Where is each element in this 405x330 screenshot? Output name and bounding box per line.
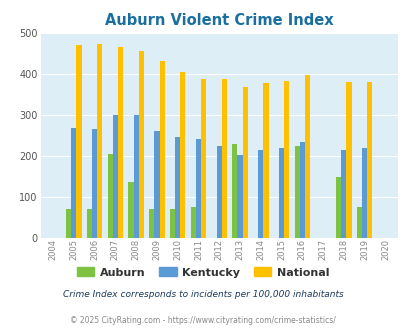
Bar [237, 154, 242, 238]
Bar [169, 209, 175, 238]
Bar [356, 207, 361, 238]
Bar [294, 146, 299, 238]
Bar [258, 149, 263, 238]
Bar [175, 137, 180, 238]
Bar [159, 61, 164, 238]
Bar [113, 115, 118, 238]
Bar [71, 128, 76, 238]
Bar [367, 82, 371, 238]
Bar [341, 149, 345, 238]
Text: © 2025 CityRating.com - https://www.cityrating.com/crime-statistics/: © 2025 CityRating.com - https://www.city… [70, 316, 335, 325]
Bar [221, 79, 226, 238]
Bar [76, 45, 81, 238]
Bar [200, 79, 206, 238]
Bar [149, 209, 154, 238]
Bar [92, 129, 97, 238]
Bar [66, 209, 71, 238]
Bar [87, 209, 92, 238]
Title: Auburn Violent Crime Index: Auburn Violent Crime Index [104, 13, 333, 28]
Bar [284, 81, 289, 238]
Bar [299, 142, 304, 238]
Bar [154, 131, 159, 238]
Text: Crime Index corresponds to incidents per 100,000 inhabitants: Crime Index corresponds to incidents per… [62, 290, 343, 299]
Legend: Auburn, Kentucky, National: Auburn, Kentucky, National [72, 263, 333, 282]
Bar [304, 75, 309, 238]
Bar [190, 207, 195, 238]
Bar [216, 146, 221, 238]
Bar [133, 115, 139, 238]
Bar [335, 177, 341, 238]
Bar [361, 148, 367, 238]
Bar [278, 148, 284, 238]
Bar [195, 139, 200, 238]
Bar [97, 44, 102, 238]
Bar [263, 83, 268, 238]
Bar [107, 154, 113, 238]
Bar [242, 87, 247, 238]
Bar [180, 72, 185, 238]
Bar [118, 47, 123, 238]
Bar [232, 144, 237, 238]
Bar [345, 82, 351, 238]
Bar [139, 51, 144, 238]
Bar [128, 182, 133, 238]
